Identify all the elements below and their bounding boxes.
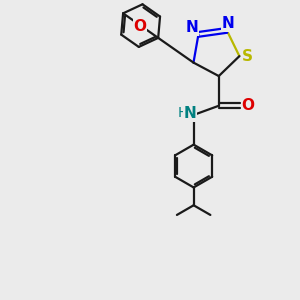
Text: N: N bbox=[185, 20, 198, 35]
Text: N: N bbox=[184, 106, 196, 121]
Text: S: S bbox=[242, 49, 253, 64]
Text: N: N bbox=[222, 16, 235, 32]
Text: O: O bbox=[134, 19, 146, 34]
Text: H: H bbox=[177, 106, 188, 120]
Text: O: O bbox=[242, 98, 254, 113]
